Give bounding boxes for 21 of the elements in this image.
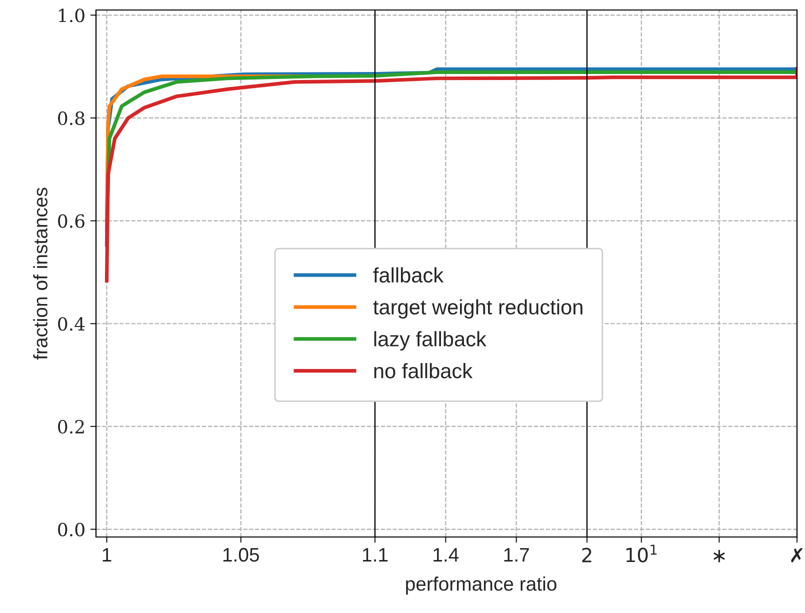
x-tick-label: 1.05 xyxy=(223,548,259,562)
x-tick-label: ✗ xyxy=(791,548,802,562)
x-tick-label: 1.7 xyxy=(504,548,529,562)
legend-label: lazy fallback xyxy=(374,331,486,351)
legend-label: fallback xyxy=(373,267,444,283)
y-axis-title: fraction of instances xyxy=(33,188,48,360)
legend-label: target weight reduction xyxy=(373,299,582,319)
x-tick-label: 1.1 xyxy=(362,548,388,562)
y-tick-label: 0.4 xyxy=(58,317,85,331)
y-tick-label: 0.2 xyxy=(58,420,84,434)
y-tick-label: 0.6 xyxy=(58,214,84,228)
y-tick-label: 0.0 xyxy=(58,522,84,536)
x-tick-label: ∗ xyxy=(714,550,725,562)
y-tick-label: 1.0 xyxy=(59,8,84,22)
y-tick-label: 0.8 xyxy=(58,111,84,126)
x-tick-label: 1 xyxy=(102,548,112,562)
x-axis-title: performance ratio xyxy=(406,576,556,595)
legend-label: no fallback xyxy=(374,363,473,378)
x-tick-label: 1.4 xyxy=(434,548,459,562)
x-tick-label: 10$^{1}$ xyxy=(626,544,657,562)
x-tick-label: 2 xyxy=(582,548,592,562)
